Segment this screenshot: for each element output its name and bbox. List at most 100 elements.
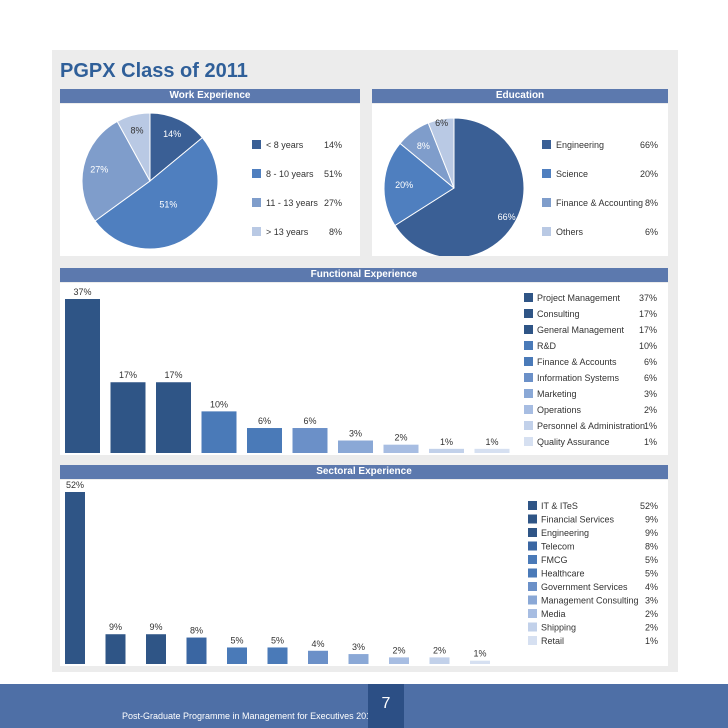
sectoral-experience-header: Sectoral Experience: [60, 465, 668, 479]
bar-consulting: [110, 382, 146, 453]
legend-swatch: [524, 309, 533, 318]
bar-management-consulting: [348, 654, 369, 664]
pie-slice-label: 51%: [159, 200, 177, 210]
bar-value-label: 9%: [109, 622, 122, 632]
legend-label: Shipping: [541, 623, 576, 633]
legend-value: 4%: [645, 582, 658, 592]
legend-label: Engineering: [556, 140, 604, 150]
pie-slice-11-13-years: [81, 120, 151, 222]
bar-value-label: 1%: [440, 437, 453, 447]
bar-healthcare: [267, 647, 288, 664]
legend-label: 11 - 13 years: [266, 198, 318, 208]
pie-slice-13-years: [116, 112, 151, 182]
legend-label: FMCG: [541, 555, 568, 565]
legend-value: 14%: [324, 140, 342, 150]
legend-value: 20%: [640, 169, 658, 179]
bar-value-label: 2%: [433, 645, 446, 655]
bar-finance-accounts: [247, 428, 282, 453]
bar-operations: [383, 444, 419, 453]
legend-label: < 8 years: [266, 140, 304, 150]
bar-value-label: 5%: [271, 635, 284, 645]
footer-band: [0, 684, 728, 728]
legend-value: 3%: [644, 389, 657, 399]
legend-label: Quality Assurance: [537, 437, 610, 447]
bar-value-label: 37%: [73, 287, 91, 297]
pie-slice-others: [427, 117, 455, 189]
bar-r-d: [201, 411, 237, 453]
legend-swatch: [528, 501, 537, 510]
legend-value: 37%: [639, 293, 657, 303]
legend-value: 8%: [329, 227, 342, 237]
bar-engineering: [146, 634, 166, 664]
pie-slice-engineering: [394, 117, 525, 256]
legend-value: 6%: [644, 357, 657, 367]
legend-swatch: [542, 198, 551, 207]
work-experience-pie-chart: 14% < 8 years 14% 51% 8 - 10 years 51% 27% 11 -…: [81, 112, 342, 250]
legend-label: General Management: [537, 325, 625, 335]
legend-label: > 13 years: [266, 227, 309, 237]
bar-project-management: [65, 299, 100, 453]
legend-label: Science: [556, 169, 588, 179]
legend-value: 27%: [324, 198, 342, 208]
legend-swatch: [528, 609, 537, 618]
legend-swatch: [542, 140, 551, 149]
legend-value: 9%: [645, 515, 658, 525]
legend-label: Project Management: [537, 293, 621, 303]
legend-label: IT & ITeS: [541, 501, 578, 511]
pie-slice-label: 8%: [417, 141, 430, 151]
legend-label: Information Systems: [537, 373, 620, 383]
legend-value: 17%: [639, 309, 657, 319]
legend-swatch: [252, 140, 261, 149]
bar-value-label: 5%: [230, 635, 243, 645]
legend-swatch: [528, 528, 537, 537]
pie-slice-science: [383, 142, 455, 227]
legend-value: 52%: [640, 501, 658, 511]
legend-swatch: [524, 293, 533, 302]
legend-label: R&D: [537, 341, 557, 351]
legend-swatch: [528, 541, 537, 551]
legend-value: 17%: [639, 325, 657, 335]
pie-slice-label: 8%: [131, 126, 144, 136]
functional-experience-header: Functional Experience: [60, 268, 668, 282]
pie-slice-label: 66%: [498, 212, 516, 222]
footer-text: Post-Graduate Programme in Management fo…: [122, 711, 376, 721]
functional-experience-bar-chart: 37% Project Management 37% 17% Consulting 17%…: [65, 287, 657, 453]
bar-value-label: 9%: [149, 622, 162, 632]
legend-label: Personnel & Administration: [537, 421, 645, 431]
legend-swatch: [524, 437, 533, 446]
bar-shipping: [429, 657, 450, 664]
pie-slice-label: 6%: [435, 118, 448, 128]
sectoral-experience-bar-chart: 52% IT & ITeS 52% 9% Financial Services 9% 9% E…: [65, 480, 658, 664]
page-title: PGPX Class of 2011: [60, 60, 248, 82]
legend-swatch: [524, 373, 533, 382]
legend-swatch: [528, 514, 537, 524]
bar-information-systems: [292, 428, 328, 453]
bar-value-label: 8%: [190, 626, 203, 636]
legend-value: 10%: [639, 341, 657, 351]
legend-swatch: [528, 568, 537, 578]
bar-quality-assurance: [474, 448, 510, 453]
legend-label: Marketing: [537, 389, 577, 399]
bar-value-label: 2%: [394, 433, 407, 443]
legend-value: 1%: [644, 421, 657, 431]
pie-slice-label: 14%: [163, 129, 181, 139]
bar-personnel-administration: [429, 448, 464, 453]
legend-label: Management Consulting: [541, 596, 639, 606]
legend-swatch: [524, 405, 533, 414]
legend-label: Others: [556, 227, 584, 237]
legend-value: 1%: [645, 636, 658, 646]
legend-label: Media: [541, 609, 566, 619]
legend-swatch: [528, 582, 537, 591]
legend-value: 8%: [645, 198, 658, 208]
bar-value-label: 1%: [485, 437, 498, 447]
legend-value: 2%: [644, 405, 657, 415]
legend-value: 1%: [644, 437, 657, 447]
legend-value: 9%: [645, 528, 658, 538]
bar-value-label: 52%: [66, 480, 84, 490]
bar-value-label: 6%: [258, 416, 271, 426]
bar-value-label: 1%: [473, 649, 486, 659]
bar-value-label: 17%: [164, 370, 182, 380]
legend-swatch: [528, 636, 537, 645]
pie-slice-label: 27%: [90, 165, 108, 175]
legend-value: 51%: [324, 169, 342, 179]
